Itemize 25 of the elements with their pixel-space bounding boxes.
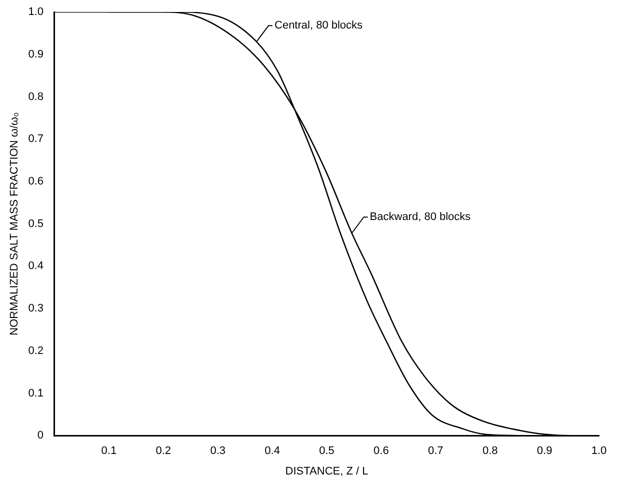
x-tick-label: 0.7 xyxy=(428,445,444,458)
y-tick-label: 0.9 xyxy=(28,48,44,60)
y-tick-label: 0.7 xyxy=(28,133,44,146)
y-tick-label: 0.5 xyxy=(28,218,44,230)
x-tick-label: 1.0 xyxy=(591,445,607,458)
y-tick-label: 0.2 xyxy=(28,344,44,357)
y-tick-label: 0 xyxy=(37,430,44,442)
y-tick-label: 0.6 xyxy=(28,175,44,188)
y-axis-title: NORMALIZED SALT MASS FRACTION ω/ω₀ xyxy=(8,112,21,336)
x-tick-label: 0.1 xyxy=(101,445,117,458)
x-tick-label: 0.4 xyxy=(264,445,280,458)
annotation: Backward, 80 blocks xyxy=(370,211,472,224)
x-tick-label: 0.8 xyxy=(482,445,498,458)
x-tick-label: 0.9 xyxy=(536,445,552,458)
x-tick-label: 0.6 xyxy=(374,445,389,458)
annotation: Central, 80 blocks xyxy=(274,20,364,32)
x-axis-title: DISTANCE, Z / L xyxy=(285,465,368,478)
x-tick-label: 0.3 xyxy=(210,445,226,458)
y-tick-label: 0.8 xyxy=(28,90,44,103)
x-tick-label: 0.2 xyxy=(156,445,172,458)
y-tick-label: 0.3 xyxy=(28,302,44,315)
y-tick-label: 0.1 xyxy=(28,387,44,400)
y-tick-label: 1.0 xyxy=(28,6,44,18)
y-tick-label: 0.4 xyxy=(28,260,44,272)
x-tick-label: 0.5 xyxy=(319,445,334,458)
